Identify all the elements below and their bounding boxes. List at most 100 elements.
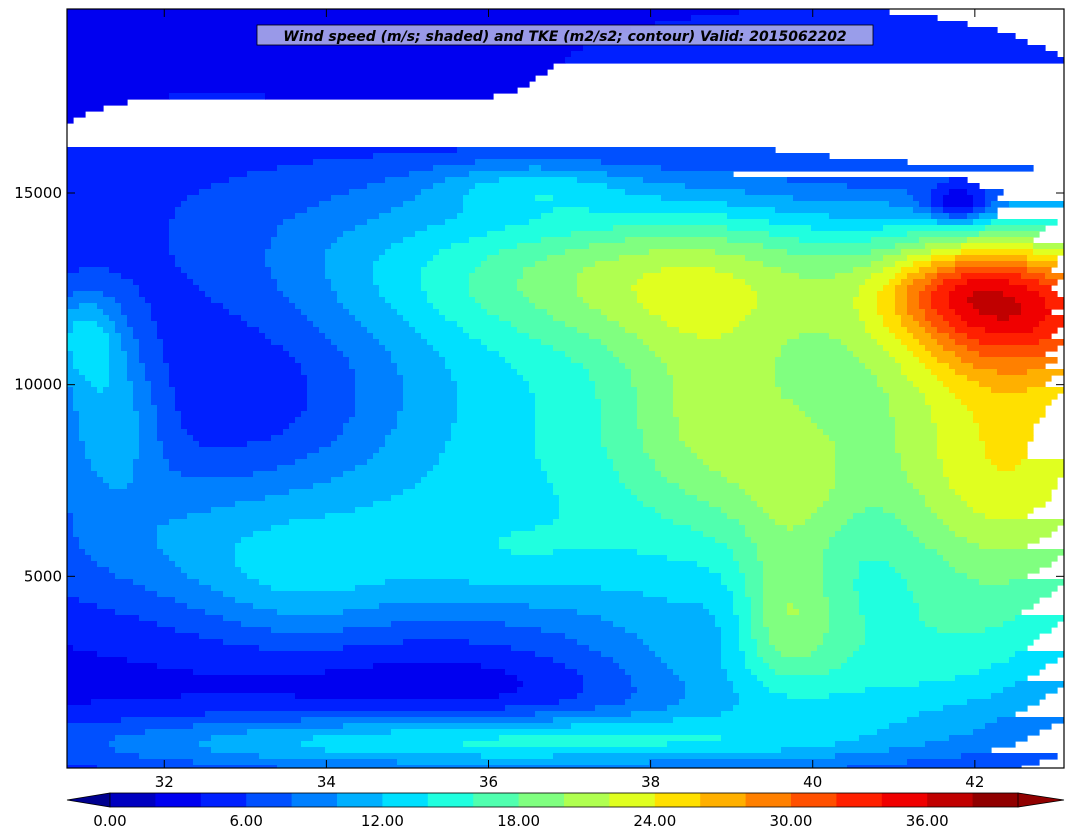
contour-cell [883,507,932,514]
contour-cell [67,645,74,652]
contour-cell [991,693,1046,700]
contour-cell [511,363,584,370]
contour-cell [151,393,176,400]
contour-cell [67,333,110,340]
contour-cell [1015,297,1046,304]
contour-cell [355,585,602,592]
contour-cell [427,225,506,232]
contour-cell [373,501,560,508]
contour-cell [127,657,554,664]
contour-cell [151,309,230,316]
contour-cell [67,261,176,268]
contour-cell [637,393,674,400]
contour-cell [169,231,278,238]
contour-cell [973,303,1022,310]
contour-cell [487,231,572,238]
contour-cell [145,375,170,382]
contour-cell [1015,615,1064,622]
contour-cell [829,609,860,616]
contour-cell [559,495,638,502]
contour-cell [1033,327,1058,334]
contour-cell [727,669,752,676]
contour-cell [91,381,110,388]
contour-cell [919,603,1034,610]
contour-cell [907,231,980,238]
chart-title-box: Wind speed (m/s; shaded) and TKE (m2/s2;… [256,24,874,46]
contour-cell [883,255,908,262]
contour-cell [457,417,536,424]
contour-cell [775,645,818,652]
contour-cell [85,447,140,454]
contour-cell [517,369,590,376]
contour-cell [865,621,926,628]
contour-cell [925,621,1004,628]
contour-cell [967,189,986,196]
contour-cell [163,345,284,352]
contour-cell [979,423,1034,430]
contour-cell [667,363,776,370]
contour-cell [853,579,908,586]
contour-cell [583,675,632,682]
contour-cell [67,375,86,382]
contour-cell [145,729,248,736]
contour-cell [631,489,686,496]
contour-cell [457,405,536,412]
contour-cell [751,495,830,502]
contour-cell [889,561,950,568]
contour-cell [763,657,848,664]
contour-cell [925,495,962,502]
contour-cell [955,285,1028,292]
contour-cell [457,411,536,418]
contour-cell [721,651,746,658]
contour-cell [931,417,974,424]
contour-cell [685,183,848,190]
contour-cell [895,273,908,280]
contour-cell [139,411,158,418]
contour-cell [103,477,134,484]
contour-cell [181,417,296,424]
contour-cell [721,639,740,646]
contour-cell [607,183,686,190]
contour-cell [931,213,950,220]
contour-cell [667,741,836,748]
contour-cell [835,447,896,454]
contour-cell [91,465,134,472]
contour-cell [937,549,1064,556]
contour-cell [529,333,590,340]
contour-cell [943,207,974,214]
contour-cell [169,93,266,100]
contour-cell [145,297,212,304]
contour-cell [973,207,986,214]
contour-cell [907,303,920,310]
contour-cell [265,333,326,340]
contour-cell [739,699,968,706]
contour-cell [79,537,158,544]
contour-cell [733,549,758,556]
contour-cell [301,363,350,370]
contour-cell [919,387,950,394]
contour-cell [937,627,986,634]
contour-cell [901,453,938,460]
contour-cell [931,189,950,196]
contour-cell [577,285,632,292]
contour-cell [343,723,572,730]
contour-cell [343,645,512,652]
contour-cell [307,387,356,394]
contour-cell [949,189,968,196]
contour-cell [499,177,578,184]
contour-cell [379,285,422,292]
contour-cell [175,405,308,412]
contour-cell [475,267,524,274]
contour-cell [811,225,884,232]
colorbar-tick-label: 12.00 [361,812,404,830]
contour-cell [625,699,680,706]
contour-cell [673,405,800,412]
contour-cell [373,279,422,286]
contour-cell [619,663,668,670]
contour-cell [697,453,836,460]
contour-cell [853,585,908,592]
contour-cell [73,531,158,538]
contour-cell [67,555,92,562]
contour-cell [889,201,920,208]
contour-cell [307,381,356,388]
